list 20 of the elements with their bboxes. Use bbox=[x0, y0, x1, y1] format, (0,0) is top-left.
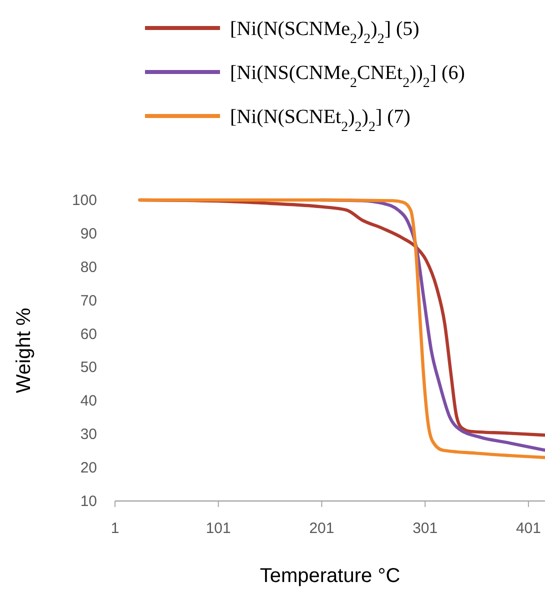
legend-label: [Ni(NS(CNMe$_{2}$CNEt$_{2}$))$_{2}$] (6) bbox=[230, 62, 465, 90]
y-tick-label: 20 bbox=[80, 460, 97, 477]
x-axis-title: Temperature °C bbox=[260, 565, 400, 587]
y-tick-label: 90 bbox=[80, 225, 97, 242]
y-tick-label: 30 bbox=[80, 426, 97, 444]
y-axis-title: Weight % bbox=[13, 308, 35, 394]
y-tick-label: 60 bbox=[80, 326, 97, 343]
x-tick-label: 201 bbox=[309, 520, 334, 537]
y-tick-label: 50 bbox=[80, 359, 97, 376]
y-tick-label: 80 bbox=[80, 258, 97, 276]
legend-label: [Ni(N(SCNMe$_{2}$)$_{2}$)$_{2}$] (5) bbox=[230, 18, 420, 46]
y-tick-label: 40 bbox=[80, 392, 97, 410]
y-tick-label: 10 bbox=[80, 493, 97, 510]
y-tick-label: 70 bbox=[80, 292, 97, 310]
x-tick-label: 1 bbox=[110, 520, 120, 537]
x-tick-label: 301 bbox=[412, 520, 438, 537]
x-tick-label: 101 bbox=[206, 520, 231, 537]
legend-label: [Ni(N(SCNEt$_{2}$)$_{2}$)$_{2}$] (7) bbox=[230, 106, 410, 134]
y-tick-label: 100 bbox=[72, 192, 97, 209]
x-tick-label: 401 bbox=[516, 520, 541, 537]
